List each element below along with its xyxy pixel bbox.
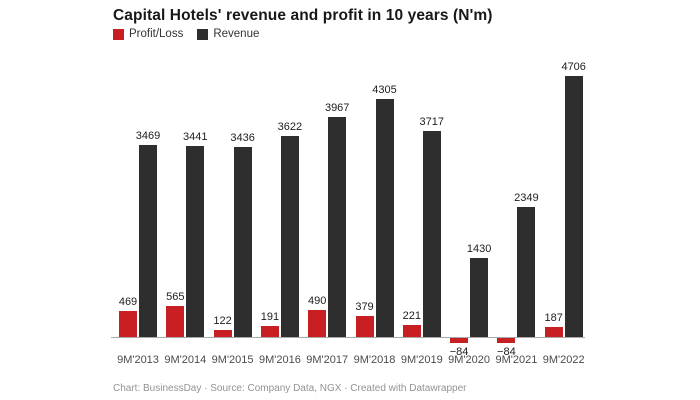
profit-loss-value-label: −84 [497,345,516,358]
revenue-value-label: 2349 [514,191,539,204]
revenue-bar [186,146,205,337]
revenue-bar [517,206,536,337]
revenue-value-label: 3717 [419,116,445,129]
revenue-value-label: 4706 [561,61,586,74]
profit-loss-bar [260,326,279,337]
profit-loss-value-label: 469 [118,296,138,309]
profit-loss-bar [355,316,374,337]
x-axis-label: 9M'2018 [353,354,396,366]
profit-loss-bar [497,338,516,343]
revenue-bar [328,117,347,337]
legend-label-revenue: Revenue [213,28,260,40]
profit-loss-value-label: 191 [260,311,280,324]
revenue-bar [375,98,394,337]
plot-area: 469 3469 9M'2013 565 3441 9M'2014 122 3436 9M'20… [111,50,593,390]
chart-legend: Profit/Loss Revenue [113,28,259,40]
revenue-value-label: 1430 [466,242,492,255]
profit-loss-bar [166,305,185,337]
x-axis-label: 9M'2019 [400,354,443,366]
revenue-bar [564,76,583,337]
revenue-value-label: 3441 [183,131,208,144]
x-axis-label: 9M'2022 [542,354,585,366]
x-axis-label: 9M'2016 [258,354,301,366]
x-axis-label: 9M'2015 [211,354,254,366]
profit-loss-bar [544,326,563,337]
profit-loss-swatch-icon [113,28,124,40]
revenue-swatch-icon [197,28,209,40]
revenue-bar [470,257,489,337]
revenue-bar [280,136,299,337]
profit-loss-value-label: 122 [213,315,232,328]
chart-attribution: Chart: BusinessDay · Source: Company Dat… [113,383,467,394]
profit-loss-bar [119,311,137,337]
x-axis-label: 9M'2021 [495,354,538,366]
x-axis-label: 9M'2014 [164,354,207,366]
x-axis-line [111,337,585,338]
legend-item-profit-loss: Profit/Loss [113,28,183,40]
profit-loss-value-label: 379 [355,301,374,313]
chart-title: Capital Hotels' revenue and profit in 10… [113,7,493,24]
legend-label-profit-loss: Profit/Loss [129,28,184,40]
profit-loss-value-label: −84 [449,345,469,358]
profit-loss-value-label: 565 [166,290,185,303]
profit-loss-value-label: 221 [402,309,421,322]
revenue-bar [422,131,441,337]
profit-loss-bar [450,338,469,343]
revenue-value-label: 3622 [277,121,303,134]
profit-loss-value-label: 187 [544,311,563,324]
revenue-bar [233,146,252,337]
x-axis-label: 9M'2020 [448,354,491,366]
profit-loss-value-label: 490 [308,294,327,307]
revenue-value-label: 3469 [135,129,161,142]
x-axis-label: 9M'2017 [306,354,349,366]
x-axis-label: 9M'2013 [117,354,159,366]
revenue-value-label: 4305 [372,83,397,96]
profit-loss-bar [402,324,421,337]
revenue-value-label: 3436 [230,131,255,144]
profit-loss-bar [308,309,327,337]
revenue-value-label: 3967 [324,102,350,115]
profit-loss-bar [213,330,232,337]
legend-item-revenue: Revenue [197,28,259,40]
revenue-bar [139,144,157,337]
